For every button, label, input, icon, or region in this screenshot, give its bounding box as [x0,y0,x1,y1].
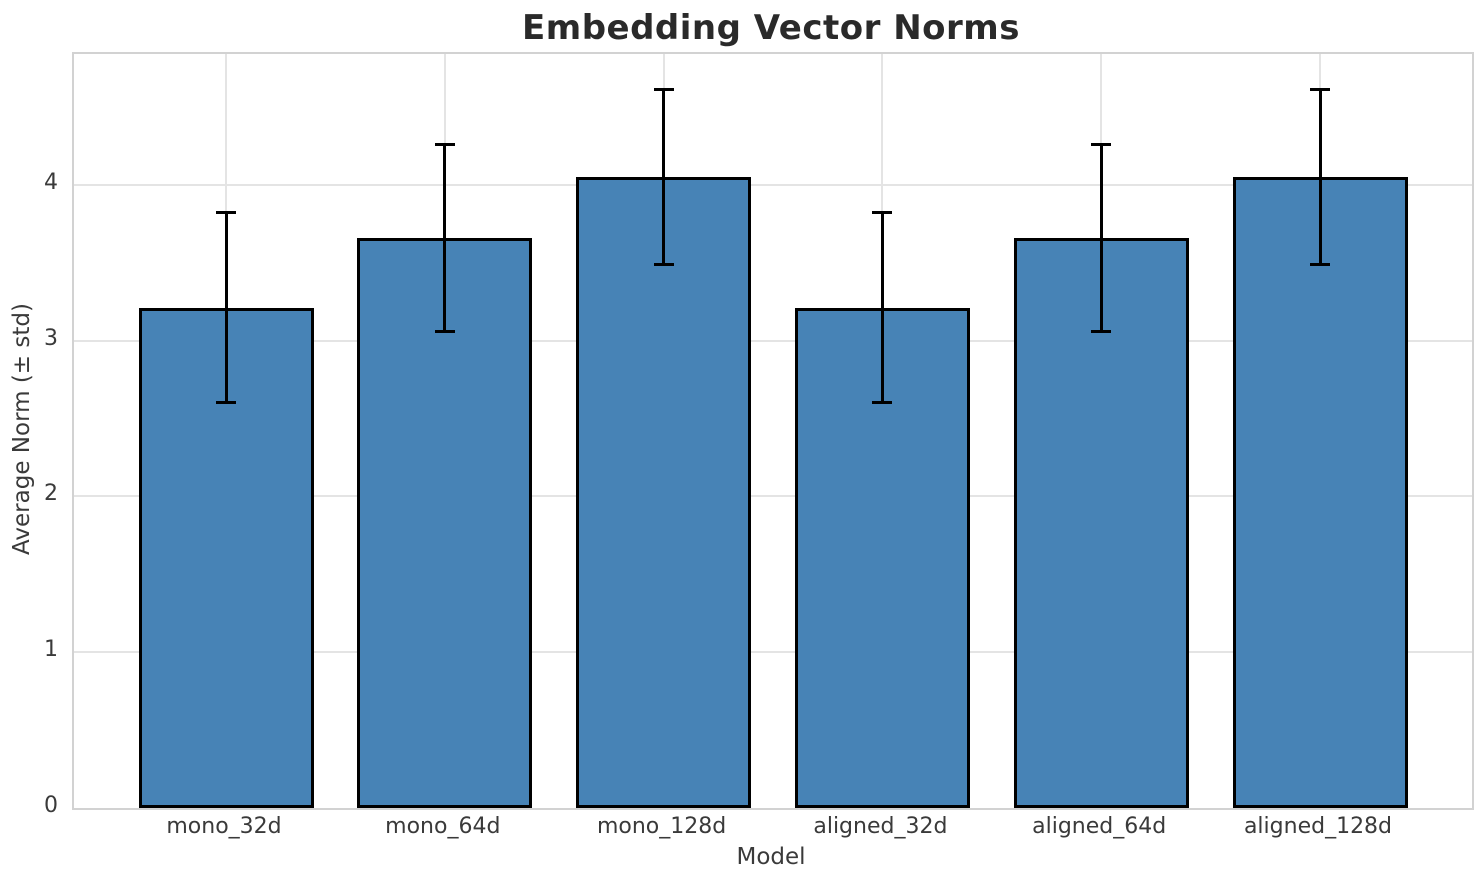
error-bar-cap-bottom-aligned_128d [1310,262,1330,266]
error-bar-cap-bottom-aligned_32d [872,401,893,405]
error-bar-cap-bottom-mono_64d [434,329,455,333]
error-bar-line-aligned_32d [880,212,884,403]
x-tick-label-aligned_64d: aligned_64d [1032,814,1167,839]
error-bar-line-mono_64d [443,144,447,332]
gridline-y-2 [74,495,1472,498]
x-tick-label-mono_128d: mono_128d [596,814,727,839]
y-tick-label-4: 4 [44,169,58,195]
bar-aligned_128d [1232,177,1408,808]
y-tick-label-1: 1 [44,637,58,663]
chart-title: Embedding Vector Norms [522,8,1020,48]
y-tick-label-2: 2 [44,481,58,507]
bar-mono_64d [357,237,533,808]
error-bar-cap-top-mono_32d [216,211,236,215]
error-bar-line-mono_128d [662,89,666,265]
gridline-y-3 [74,339,1472,342]
x-tick-label-aligned_128d: aligned_128d [1243,814,1393,839]
error-bar-line-mono_32d [224,212,228,403]
error-bar-cap-top-aligned_128d [1310,88,1330,92]
x-tick-label-aligned_32d: aligned_32d [813,814,948,839]
error-bar-cap-bottom-aligned_64d [1091,329,1112,333]
error-bar-cap-top-mono_128d [653,88,674,92]
error-bar-line-aligned_64d [1099,144,1103,332]
error-bar-line-aligned_128d [1318,89,1322,265]
y-tick-label-0: 0 [44,793,58,818]
gridline-y-1 [74,651,1472,654]
y-tick-label-3: 3 [44,325,58,351]
error-bar-cap-top-mono_64d [434,142,455,146]
gridline-y-4 [74,183,1472,186]
error-bar-cap-top-aligned_64d [1091,142,1112,146]
bar-aligned_64d [1013,237,1189,808]
x-tick-label-mono_32d: mono_32d [166,814,282,839]
x-tick-label-mono_64d: mono_64d [385,814,501,839]
x-axis-label: Model [736,844,806,870]
bar-mono_128d [576,177,752,808]
error-bar-cap-top-aligned_32d [872,211,893,215]
error-bar-cap-bottom-mono_128d [653,262,674,266]
plot-area [72,52,1474,810]
error-bar-cap-bottom-mono_32d [216,401,236,405]
